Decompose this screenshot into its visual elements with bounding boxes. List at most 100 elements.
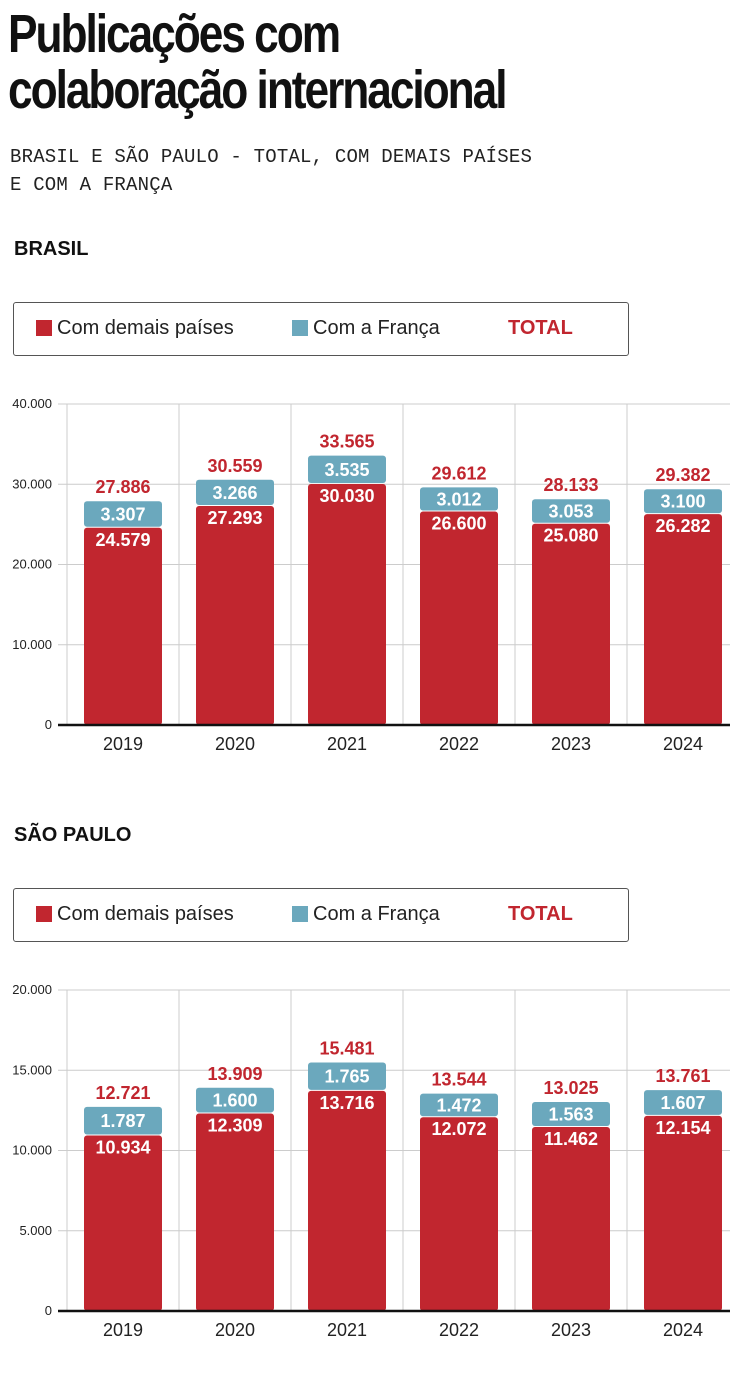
brasil-section-title: BRASIL: [14, 238, 89, 260]
data-label-total: 13.025: [543, 1078, 598, 1098]
bar-others: [308, 1090, 386, 1311]
data-label-france: 1.607: [660, 1093, 705, 1113]
legend-item-others: Com demais países: [36, 317, 234, 340]
legend-swatch-others: [36, 320, 52, 336]
y-tick-label: 15.000: [12, 1062, 52, 1077]
legend-item-others: Com demais países: [36, 903, 234, 926]
x-tick-label: 2024: [663, 1320, 703, 1340]
data-label-others: 11.462: [544, 1129, 598, 1149]
legend-label-others: Com demais países: [57, 903, 234, 925]
x-tick-label: 2019: [103, 1320, 143, 1340]
bar-others: [644, 514, 722, 725]
legend-swatch-france: [292, 906, 308, 922]
page-title-line-1: Publicações com: [8, 4, 341, 64]
y-tick-label: 5.000: [19, 1223, 52, 1238]
page-title: Publicações com colaboração internaciona…: [8, 4, 508, 120]
data-label-others: 25.080: [543, 526, 598, 546]
bar-france: [84, 501, 162, 527]
x-tick-label: 2021: [327, 1320, 367, 1340]
data-label-france: 1.765: [324, 1067, 369, 1087]
page-subtitle-line-1: BRASIL E SÃO PAULO - TOTAL, COM DEMAIS P…: [10, 146, 533, 168]
brasil-section: BRASIL Com demais países Com a França TO…: [0, 230, 736, 790]
page-subtitle: BRASIL E SÃO PAULO - TOTAL, COM DEMAIS P…: [10, 143, 532, 199]
y-tick-label: 0: [45, 717, 52, 732]
data-label-others: 26.282: [655, 516, 710, 536]
data-label-france: 1.472: [436, 1095, 481, 1115]
x-tick-label: 2022: [439, 734, 479, 754]
sao-paulo-section-title: SÃO PAULO: [14, 824, 132, 846]
data-label-france: 1.787: [100, 1111, 145, 1131]
data-label-others: 12.072: [431, 1119, 486, 1139]
x-tick-label: 2020: [215, 734, 255, 754]
data-label-france: 3.535: [324, 460, 369, 480]
data-label-total: 13.544: [431, 1070, 486, 1090]
data-label-total: 13.761: [655, 1066, 710, 1086]
data-label-france: 3.100: [660, 492, 705, 512]
data-label-total: 27.886: [95, 477, 150, 497]
x-tick-label: 2024: [663, 734, 703, 754]
bar-france: [532, 1101, 610, 1127]
sao-paulo-legend: Com demais países Com a França TOTAL: [13, 888, 629, 942]
bar-france: [196, 479, 274, 505]
data-label-france: 1.600: [212, 1091, 257, 1111]
data-label-france: 1.563: [548, 1104, 593, 1124]
legend-label-total: TOTAL: [508, 317, 573, 339]
data-label-others: 26.600: [431, 514, 486, 534]
legend-label-france: Com a França: [313, 903, 440, 925]
x-tick-label: 2022: [439, 1320, 479, 1340]
x-tick-label: 2023: [551, 734, 591, 754]
y-tick-label: 40.000: [12, 396, 52, 411]
data-label-others: 13.716: [319, 1093, 374, 1113]
legend-item-france: Com a França: [292, 903, 440, 926]
brasil-legend: Com demais países Com a França TOTAL: [13, 302, 629, 356]
brasil-chart: 0 10.000 20.000 30.000 40.000 24.579 3.307 27.8…: [12, 396, 730, 754]
bar-france: [308, 1062, 386, 1090]
x-tick-label: 2021: [327, 734, 367, 754]
data-label-others: 30.030: [319, 486, 374, 506]
page-title-line-2: colaboração internacional: [8, 60, 508, 120]
data-label-france: 3.266: [212, 483, 257, 503]
sao-paulo-chart: 0 5.000 10.000 15.000 20.000 10.934 1.787 12.72…: [12, 982, 730, 1340]
y-tick-label: 20.000: [12, 982, 52, 997]
data-label-total: 12.721: [95, 1083, 150, 1103]
legend-swatch-others: [36, 906, 52, 922]
x-tick-label: 2020: [215, 1320, 255, 1340]
bar-others: [84, 1135, 162, 1311]
data-label-total: 30.559: [207, 456, 262, 476]
data-label-others: 24.579: [95, 530, 150, 550]
y-tick-label: 10.000: [12, 637, 52, 652]
x-tick-label: 2023: [551, 1320, 591, 1340]
sao-paulo-section: SÃO PAULO Com demais países Com a França…: [0, 816, 736, 1376]
data-label-france: 3.307: [100, 504, 145, 524]
data-label-total: 29.612: [431, 463, 486, 483]
bar-others: [196, 505, 274, 725]
y-tick-label: 20.000: [12, 557, 52, 572]
bar-others: [420, 1117, 498, 1311]
bar-france: [420, 1093, 498, 1117]
data-label-others: 12.154: [655, 1118, 710, 1138]
data-label-total: 28.133: [543, 475, 598, 495]
y-tick-label: 10.000: [12, 1143, 52, 1158]
data-label-france: 3.012: [436, 489, 481, 509]
bar-others: [308, 484, 386, 725]
bar-others: [420, 511, 498, 725]
bar-others: [196, 1113, 274, 1311]
data-label-total: 15.481: [319, 1039, 374, 1059]
legend-swatch-france: [292, 320, 308, 336]
bar-others: [532, 1127, 610, 1311]
data-label-total: 29.382: [655, 465, 710, 485]
bar-france: [420, 487, 498, 511]
bar-france: [644, 489, 722, 514]
bar-france: [644, 1090, 722, 1115]
data-label-total: 33.565: [319, 432, 374, 452]
data-label-france: 3.053: [548, 501, 593, 521]
legend-label-total: TOTAL: [508, 903, 573, 925]
data-label-others: 10.934: [95, 1138, 150, 1158]
y-tick-label: 30.000: [12, 476, 52, 491]
bar-others: [644, 1115, 722, 1311]
bar-others: [532, 523, 610, 725]
bar-france: [84, 1106, 162, 1135]
legend-item-france: Com a França: [292, 317, 440, 340]
bar-france: [308, 455, 386, 484]
bar-others: [84, 527, 162, 725]
